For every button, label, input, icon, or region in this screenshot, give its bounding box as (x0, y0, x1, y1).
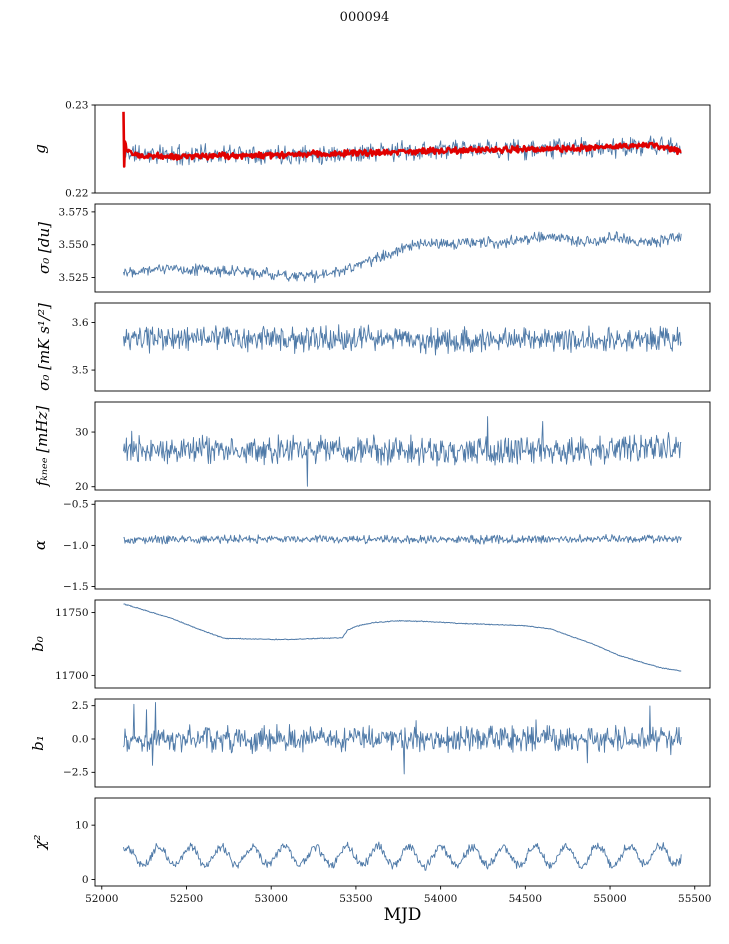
svg-text:11750: 11750 (55, 607, 88, 619)
svg-text:0.0: 0.0 (72, 733, 89, 745)
ylabel-g: g (31, 144, 49, 154)
svg-text:52500: 52500 (170, 893, 203, 905)
panel-b0: 11750 11700 (55, 599, 711, 689)
svg-text:54500: 54500 (509, 893, 542, 905)
svg-text:55000: 55000 (593, 893, 626, 905)
svg-text:0.23: 0.23 (65, 99, 88, 111)
svg-text:53500: 53500 (339, 893, 372, 905)
panel-f-knee: 30 20 (75, 401, 711, 493)
svg-text:53000: 53000 (254, 893, 287, 905)
panel-g: 0.23 0.22 (65, 99, 711, 199)
ylabel-alpha: α (31, 539, 49, 551)
panel-sigma0-mks12: 3.6 3.5 (72, 302, 711, 392)
panel-alpha: −0.5 −1.0 −1.5 (63, 499, 711, 593)
svg-text:−2.5: −2.5 (63, 767, 89, 779)
svg-text:10: 10 (75, 820, 88, 832)
panel-chi2: 10 0 (75, 797, 711, 887)
svg-text:52000: 52000 (85, 893, 118, 905)
ylabel-chi2: χ² (31, 834, 49, 850)
svg-text:20: 20 (75, 481, 88, 493)
figure-title: 000094 (339, 10, 390, 25)
ylabel-b0: b₀ (29, 636, 47, 652)
panel-sigma0-du: 3.575 3.550 3.525 (58, 203, 711, 293)
svg-text:−0.5: −0.5 (63, 499, 89, 511)
ylabel-sigma0-du: σ₀ [du] (35, 222, 53, 274)
svg-text:0: 0 (82, 874, 89, 886)
svg-text:0.22: 0.22 (65, 187, 88, 199)
ylabel-b1: b₁ (29, 735, 47, 751)
ylabel-f-knee: fₖₙₑₑ [mHz] (33, 405, 51, 487)
panel-b1: 2.5 0.0 −2.5 (63, 698, 711, 788)
svg-text:−1.0: −1.0 (63, 540, 89, 552)
svg-text:54000: 54000 (424, 893, 457, 905)
svg-text:3.5: 3.5 (72, 364, 89, 376)
svg-text:−1.5: −1.5 (63, 581, 89, 593)
svg-text:3.525: 3.525 (58, 272, 88, 284)
svg-text:3.6: 3.6 (72, 317, 89, 329)
svg-text:2.5: 2.5 (72, 700, 89, 712)
svg-text:3.550: 3.550 (58, 239, 88, 251)
ylabel-sigma0-mks12: σ₀ [mK s¹/²] (35, 303, 53, 391)
svg-text:11700: 11700 (55, 670, 88, 682)
svg-text:30: 30 (75, 426, 88, 438)
svg-text:55500: 55500 (678, 893, 711, 905)
x-axis-label: MJD (383, 905, 422, 925)
svg-text:3.575: 3.575 (58, 206, 88, 218)
